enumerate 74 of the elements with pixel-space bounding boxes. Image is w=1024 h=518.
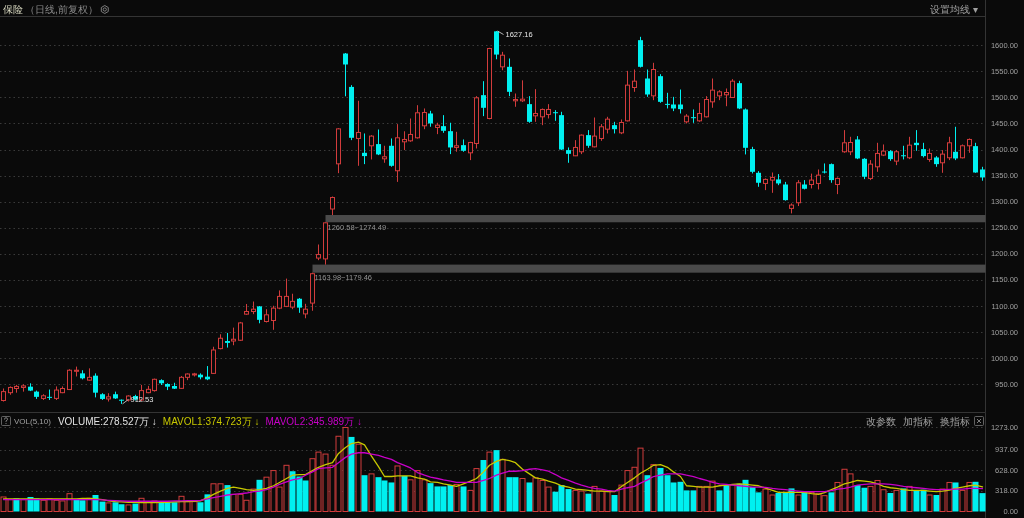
candlestick — [855, 135, 860, 160]
line-series — [2, 441, 984, 504]
candlestick — [750, 146, 755, 174]
candlestick — [907, 136, 912, 160]
bar — [611, 495, 618, 512]
bar — [105, 502, 112, 512]
candlestick — [770, 171, 775, 194]
bar — [355, 443, 362, 512]
candlestick — [645, 68, 650, 98]
candlestick — [389, 137, 394, 168]
candlestick — [940, 149, 945, 174]
annotation: 换指标 — [940, 415, 970, 427]
candlestick — [481, 80, 486, 117]
candlestick — [783, 181, 788, 202]
text: 设置均线 ▾ — [930, 4, 978, 15]
bar — [729, 484, 736, 512]
candlestick — [691, 108, 696, 124]
candlestick — [93, 372, 98, 398]
candlestick — [592, 116, 597, 148]
bar — [519, 478, 526, 512]
line-series — [2, 452, 984, 502]
candlestick — [816, 168, 821, 190]
candlestick — [796, 179, 801, 207]
candlestick — [494, 30, 499, 60]
candlestick — [868, 159, 873, 181]
candlestick — [632, 68, 637, 93]
candlestick — [119, 398, 124, 405]
bar — [499, 458, 506, 512]
bar — [348, 436, 355, 512]
bar — [361, 475, 368, 512]
candlestick — [369, 134, 374, 160]
candlestick — [356, 100, 361, 167]
text: MAVOL1:374.723万 ↓ — [162, 415, 260, 427]
candlestick — [376, 128, 381, 156]
candlestick — [513, 92, 518, 108]
bar — [368, 473, 375, 512]
annotation: 改参数 — [866, 415, 896, 427]
candlestick — [362, 132, 367, 165]
candlestick — [47, 389, 52, 401]
candlestick — [454, 131, 459, 153]
candlestick — [697, 102, 702, 123]
bar — [650, 464, 657, 512]
candlestick — [862, 157, 867, 180]
bar — [453, 483, 460, 512]
bar — [125, 504, 132, 512]
chart-subtitle: （日线,前复权） — [25, 4, 98, 15]
bar — [20, 499, 27, 512]
bar — [256, 479, 263, 512]
text: MAVOL2:345.989万 ↓ — [265, 415, 362, 427]
candlestick — [211, 346, 216, 375]
candlestick — [343, 52, 348, 97]
bar — [801, 492, 808, 512]
candlestick — [953, 126, 958, 161]
bar — [394, 465, 401, 512]
bar — [460, 486, 467, 512]
candlestick — [553, 109, 558, 122]
candlestick — [422, 107, 427, 130]
bar — [952, 482, 959, 512]
candlestick — [829, 162, 834, 184]
candlestick — [330, 195, 335, 216]
bar — [893, 489, 900, 512]
candlestick — [822, 162, 827, 174]
candlestick — [500, 51, 505, 71]
candlestick — [533, 88, 538, 123]
bar — [795, 494, 802, 512]
text: VOL(5,10) — [14, 416, 52, 426]
chart-title: 保险 — [3, 4, 23, 15]
annotation: 加指标 — [903, 415, 933, 427]
bar — [486, 451, 493, 512]
annotation: VOLUME:278.527万 ↓ — [57, 415, 157, 427]
candlestick — [448, 122, 453, 155]
bar — [926, 494, 933, 512]
candlestick — [947, 136, 952, 161]
candlestick — [527, 95, 532, 124]
